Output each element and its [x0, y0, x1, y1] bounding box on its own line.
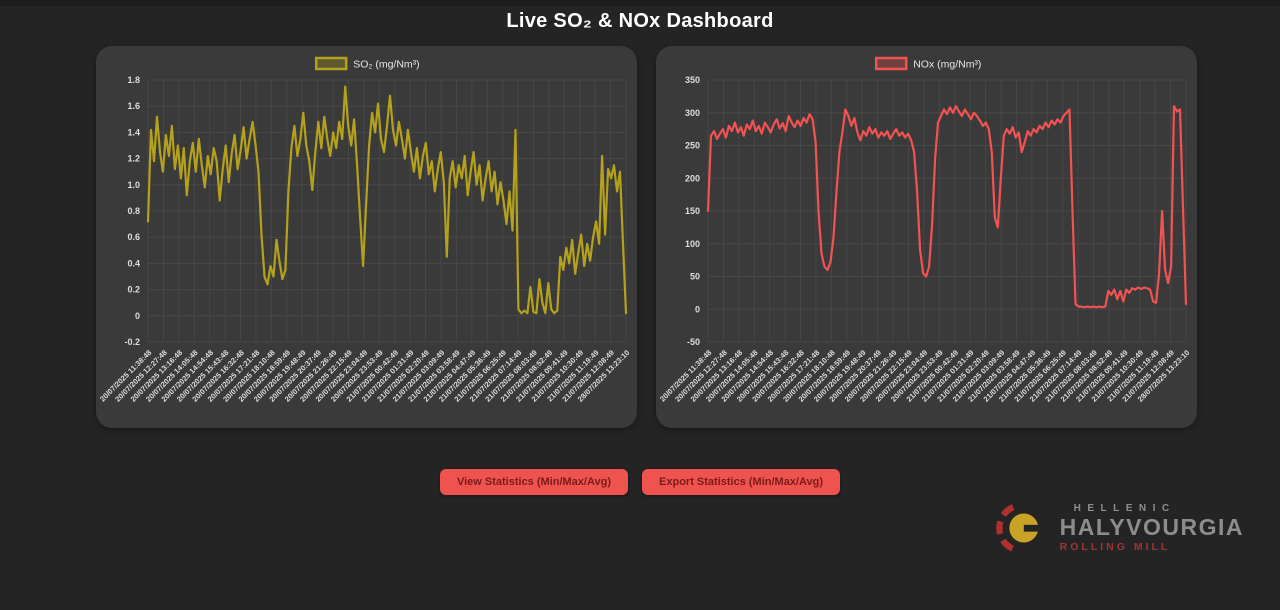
y-tick-label: 1.8 — [127, 75, 140, 85]
y-tick-label: 1.2 — [127, 154, 140, 164]
logo-text: HELLENIC HALYVOURGIA ROLLING MILL — [1060, 503, 1244, 554]
y-tick-label: 0.8 — [127, 206, 140, 216]
export-statistics-button[interactable]: Export Statistics (Min/Max/Avg) — [642, 469, 841, 495]
y-tick-label: 1.4 — [127, 127, 140, 137]
y-tick-label: 0.4 — [127, 258, 140, 268]
page-title: Live SO₂ & NOx Dashboard — [506, 10, 774, 32]
legend-swatch[interactable] — [874, 56, 908, 71]
y-tick-label: 1.6 — [127, 101, 140, 111]
y-tick-label: 0.2 — [127, 285, 140, 295]
y-tick-label: 0 — [695, 304, 700, 314]
charts-row: 20/07/2025 11:38:48 20/07/2025 12:27:48 20… — [96, 46, 1197, 428]
y-tick-label: -50 — [687, 337, 700, 347]
legend-label[interactable]: NOx (mg/Nm³) — [913, 59, 981, 71]
logo-halyvourgia: HALYVOURGIA — [1059, 514, 1244, 540]
y-tick-label: 100 — [685, 239, 700, 249]
series-line — [146, 85, 628, 315]
y-tick-label: 200 — [685, 173, 700, 183]
y-tick-label: 50 — [690, 272, 700, 282]
y-tick-label: -0.2 — [124, 337, 140, 347]
nox-chart-panel: 20/07/2025 11:38:48 20/07/2025 12:27:48 20… — [656, 46, 1197, 428]
series-line — [706, 105, 1188, 309]
so2-chart-panel: 20/07/2025 11:38:48 20/07/2025 12:27:48 20… — [96, 46, 637, 428]
logo-hellenic: HELLENIC — [1073, 502, 1176, 514]
y-tick-label: 300 — [685, 108, 700, 118]
y-tick-label: 0.6 — [127, 232, 140, 242]
buttons-row: View Statistics (Min/Max/Avg) Export Sta… — [0, 469, 1280, 495]
logo-rolling-mill: ROLLING MILL — [1059, 541, 1171, 554]
y-tick-label: 150 — [685, 206, 700, 216]
grid-lines — [707, 79, 1187, 343]
y-tick-label: 350 — [685, 75, 700, 85]
chart-legend[interactable]: SO₂ (mg/Nm³) — [314, 56, 420, 71]
legend-label[interactable]: SO₂ (mg/Nm³) — [353, 59, 420, 71]
y-tick-label: 0 — [135, 311, 140, 321]
chart-legend[interactable]: NOx (mg/Nm³) — [874, 56, 981, 71]
y-tick-label: 1.0 — [127, 180, 140, 190]
company-logo: HELLENIC HALYVOURGIA ROLLING MILL — [993, 499, 1244, 557]
legend-swatch[interactable] — [314, 56, 348, 71]
logo-mark-icon — [995, 502, 1048, 554]
y-tick-label: 250 — [685, 141, 700, 151]
view-statistics-button[interactable]: View Statistics (Min/Max/Avg) — [439, 469, 629, 495]
top-strip — [0, 0, 1280, 6]
